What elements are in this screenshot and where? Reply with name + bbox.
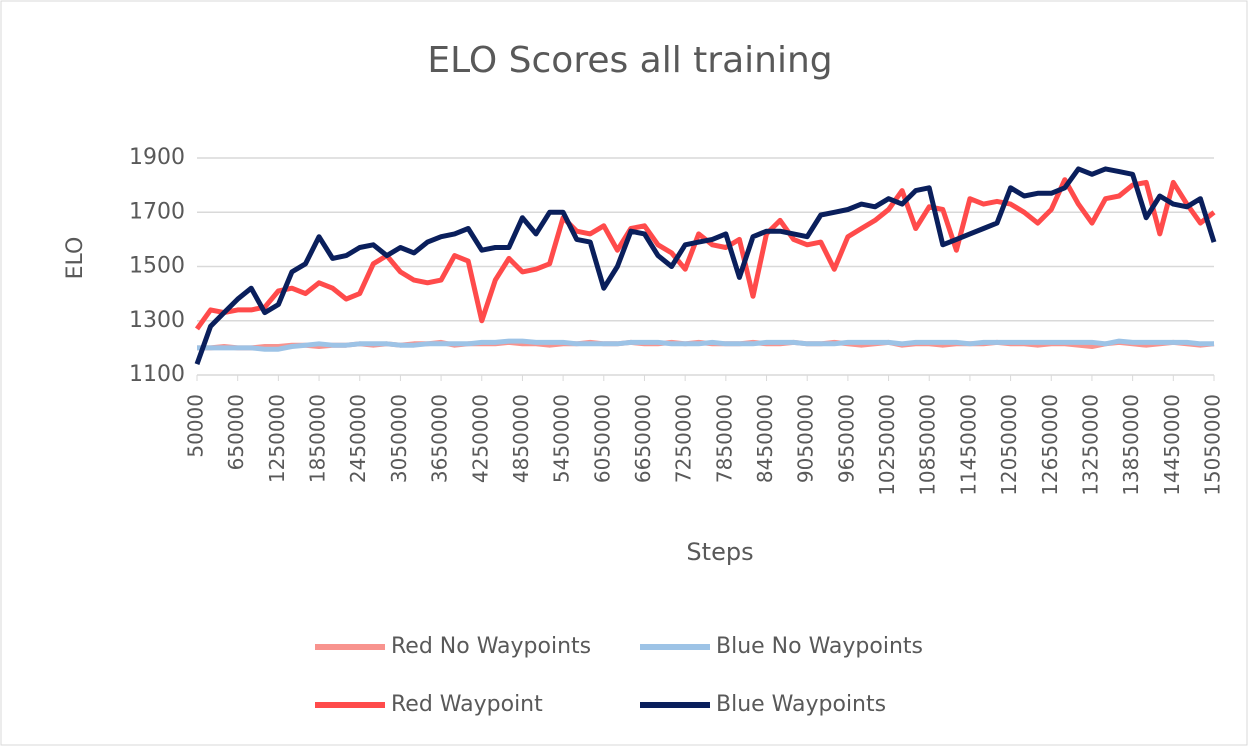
x-tick-label: 1850000	[306, 394, 330, 483]
x-tick-label: 13250000	[1078, 394, 1102, 496]
x-tick-label: 650000	[224, 394, 248, 470]
x-tick-label: 1250000	[265, 394, 289, 483]
x-tick-label: 12050000	[997, 394, 1021, 496]
x-tick-label: 11450000	[956, 394, 980, 496]
x-tick-label: 4850000	[509, 394, 533, 483]
x-tick-label: 10850000	[916, 394, 940, 496]
y-axis-label: ELO	[63, 237, 88, 280]
y-tick-label: 1100	[129, 362, 185, 387]
x-tick-label: 13850000	[1119, 394, 1143, 496]
x-tick-label: 7850000	[712, 394, 736, 483]
series-line	[194, 166, 1217, 365]
x-tick-label: 2450000	[346, 394, 370, 483]
x-tick-label: 6650000	[631, 394, 655, 483]
x-tick-label: 50000	[184, 394, 208, 458]
legend-label: Blue No Waypoints	[716, 634, 923, 659]
x-tick-label: 9050000	[794, 394, 818, 483]
x-tick-label: 7250000	[672, 394, 696, 483]
chart-title: ELO Scores all training	[427, 40, 832, 81]
legend-label: Red No Waypoints	[391, 634, 591, 659]
x-tick-label: 9650000	[834, 394, 858, 483]
legend-label: Red Waypoint	[391, 692, 543, 717]
x-tick-label: 12650000	[1038, 394, 1062, 496]
y-tick-label: 1300	[129, 308, 185, 333]
x-tick-label: 6050000	[590, 394, 614, 483]
y-tick-label: 1500	[129, 254, 185, 279]
x-axis-label: Steps	[686, 538, 753, 566]
x-tick-label: 3050000	[387, 394, 411, 483]
x-tick-label: 3650000	[428, 394, 452, 483]
x-tick-label: 4250000	[468, 394, 492, 483]
legend-label: Blue Waypoints	[716, 692, 886, 717]
x-tick-label: 15050000	[1201, 394, 1225, 496]
x-tick-label: 5450000	[550, 394, 574, 483]
x-tick-label: 14450000	[1160, 394, 1184, 496]
y-tick-label: 1900	[129, 145, 185, 170]
series-line	[197, 338, 1214, 352]
x-tick-label: 8450000	[753, 394, 777, 483]
x-tick-label: 10250000	[875, 394, 899, 496]
y-tick-label: 1700	[129, 199, 185, 224]
